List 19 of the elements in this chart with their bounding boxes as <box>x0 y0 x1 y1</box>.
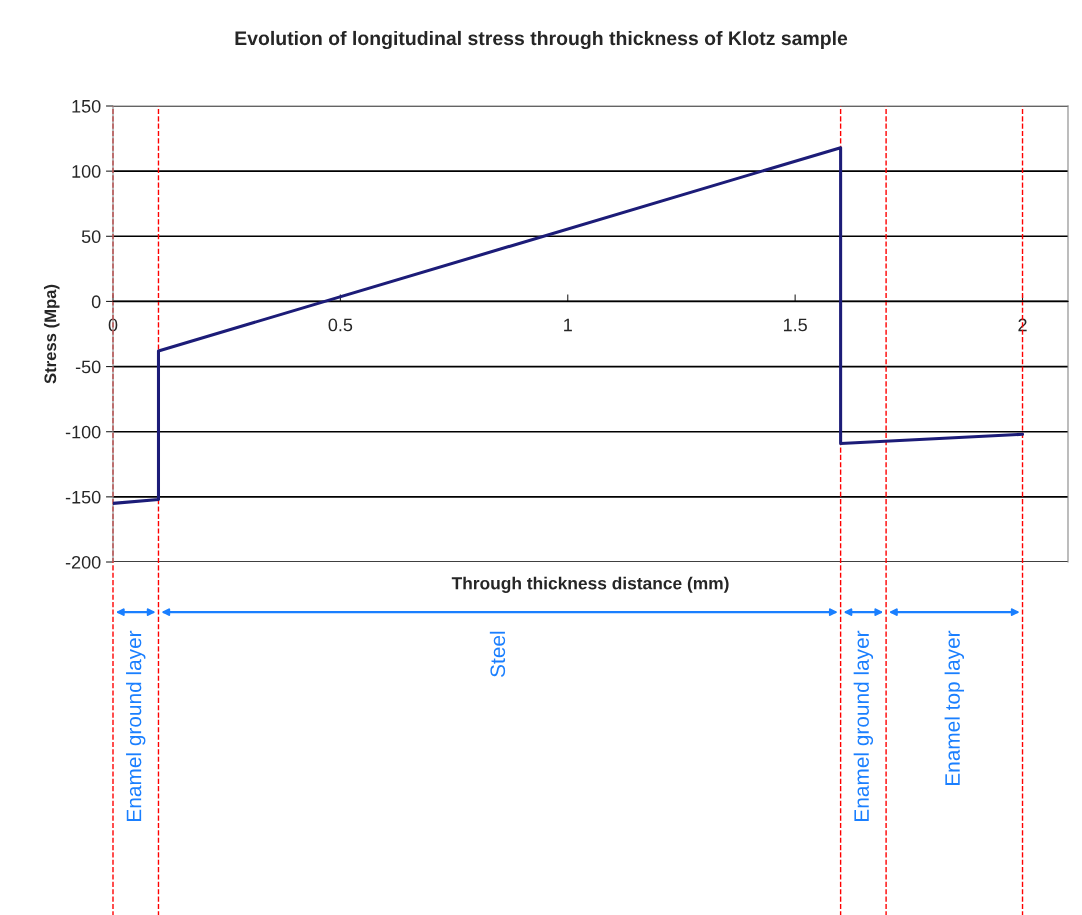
y-tick-label: -50 <box>75 360 101 374</box>
y-tick-label: 100 <box>72 165 101 178</box>
text: Enamel ground layer <box>126 630 146 821</box>
y-tick-label: 0 <box>91 295 101 309</box>
x-tick-label: 1 <box>564 318 572 332</box>
text: Enamel top layer <box>944 630 965 786</box>
x-tick-label: 0.5 <box>328 318 353 332</box>
y-axis-title: Stress (Mpa) <box>43 284 60 384</box>
y-tick-label: 50 <box>81 230 101 244</box>
y-tick-label: -200 <box>65 555 101 569</box>
x-tick-label: 1.5 <box>783 318 807 332</box>
text: Enamel ground layer <box>853 630 874 821</box>
y-tick-label: 150 <box>72 99 101 113</box>
y-tick-label: -100 <box>65 425 101 439</box>
y-tick-label: -150 <box>65 490 101 504</box>
x-tick-label: 0 <box>108 318 118 332</box>
text: Steel <box>489 631 506 677</box>
chart-title: Evolution of longitudinal stress through thickness of Klotz sample <box>235 30 848 50</box>
x-axis-title: Through thickness distance (mm) <box>451 576 729 593</box>
